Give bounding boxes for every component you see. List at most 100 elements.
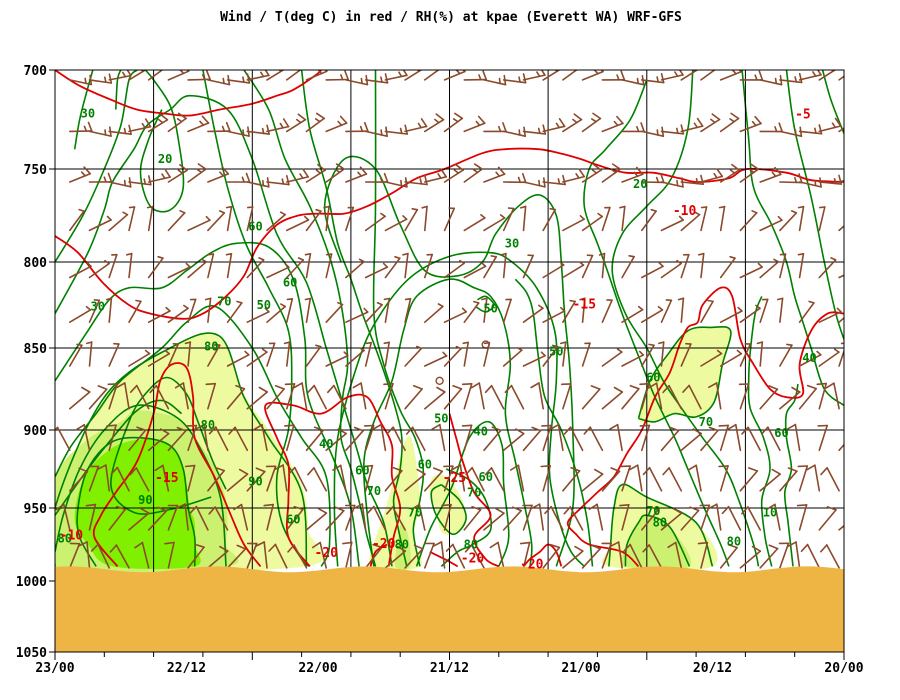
wind-barb-flag (692, 428, 703, 435)
wind-barb-staff (581, 547, 602, 569)
wind-barb-staff (108, 424, 117, 452)
wind-barb-flag (247, 126, 250, 137)
wind-barb-staff (128, 206, 136, 232)
wind-barb (838, 524, 844, 531)
wind-barb (463, 115, 486, 133)
wind-barb-flag (146, 205, 154, 209)
wind-barb-staff (759, 473, 781, 492)
wind-barb-flag (140, 507, 150, 514)
wind-barb-flag (195, 423, 205, 430)
wind-barb (541, 424, 552, 452)
wind-barb-staff (187, 424, 198, 452)
wind-barb-flag (398, 71, 403, 78)
wind-barb-flag (559, 306, 566, 312)
wind-barb (305, 208, 322, 232)
wind-barb (405, 426, 426, 452)
wind-barb-flag (718, 465, 729, 468)
wind-barb (226, 172, 251, 183)
wind-barb (384, 215, 408, 232)
wind-barb-flag (307, 384, 316, 394)
wind-barb-staff (226, 548, 247, 569)
wind-barb-flag (700, 206, 708, 209)
wind-barb-staff (640, 210, 657, 232)
wind-barb-staff (285, 341, 291, 367)
wind-barb-flag (642, 544, 651, 553)
wind-barb-flag (593, 163, 602, 171)
wind-barb (522, 70, 546, 81)
wind-barb-flag (143, 178, 147, 185)
wind-barb-staff (542, 208, 557, 232)
wind-barb-flag (544, 505, 553, 515)
wind-barb-flag (834, 117, 842, 127)
wind-barb-staff (767, 426, 781, 452)
wind-barb-staff (470, 544, 485, 569)
wind-barb (129, 384, 150, 410)
wind-barb-flag (741, 426, 749, 435)
wind-barb-flag (358, 347, 365, 352)
wind-barb-staff (135, 467, 150, 492)
wind-barb (128, 349, 151, 367)
wind-barb (483, 507, 505, 531)
wind-barb-flag (89, 74, 93, 86)
wind-barb (579, 297, 586, 324)
wind-barb-staff (384, 257, 401, 279)
wind-barb-staff (719, 465, 729, 492)
wind-barb-staff (451, 543, 466, 569)
wind-barb (253, 423, 268, 452)
wind-barb (797, 465, 809, 492)
wind-barb-staff (715, 503, 722, 531)
wind-barb-staff (483, 429, 502, 452)
wind-barb-flag (385, 126, 388, 137)
wind-barb (384, 124, 409, 135)
wind-barb-staff (660, 429, 680, 452)
wind-barb (581, 70, 604, 81)
wind-barb (167, 164, 188, 183)
wind-barb-staff (443, 503, 452, 531)
x-tick-label: 20/00 (824, 661, 863, 676)
rh-contour-4 (55, 332, 308, 567)
wind-barb-flag (413, 544, 424, 550)
wind-barb-flag (380, 76, 383, 83)
wind-barb-flag (384, 73, 389, 84)
wind-barb (798, 70, 822, 81)
rh-contour-3 (76, 436, 196, 567)
rh-label: 60 (774, 426, 788, 440)
wind-barb-staff (648, 466, 663, 492)
wind-barb (208, 426, 229, 452)
wind-barb-flag (116, 382, 126, 389)
wind-barb (154, 464, 170, 492)
wind-barb-flag (473, 163, 483, 170)
wind-barbs (55, 70, 844, 569)
rh-contour-30 (747, 296, 773, 567)
wind-barb-staff (463, 424, 473, 452)
wind-barb (345, 74, 369, 86)
wind-barb-staff (569, 426, 584, 452)
wind-barb (721, 505, 742, 531)
rh-label: 20 (633, 177, 647, 191)
wind-barb (108, 177, 132, 188)
wind-barb-staff (443, 70, 466, 81)
wind-barb-flag (164, 541, 175, 545)
wind-barb-flag (103, 176, 107, 183)
wind-barb-flag (461, 382, 473, 386)
y-tick-label: 750 (24, 163, 48, 178)
wind-barb-staff (838, 348, 844, 367)
wind-barb (287, 466, 308, 492)
wind-barb (204, 297, 212, 324)
wind-barb (660, 299, 673, 324)
wind-barb-flag (799, 126, 803, 137)
wind-barb-flag (313, 426, 325, 432)
wind-barb (147, 306, 171, 324)
wind-barb-staff (483, 79, 507, 86)
wind-barb-flag (779, 75, 783, 86)
wind-barb-flag (461, 307, 468, 313)
wind-barb-staff (86, 541, 91, 569)
wind-barb-flag (159, 113, 169, 121)
wind-barb-flag (540, 70, 546, 76)
wind-barb (108, 505, 126, 531)
wind-barb-flag (55, 426, 59, 432)
wind-barb-staff (207, 79, 231, 86)
wind-barb-flag (307, 467, 315, 476)
wind-barb (483, 255, 498, 279)
wind-barb-flag (392, 466, 403, 472)
